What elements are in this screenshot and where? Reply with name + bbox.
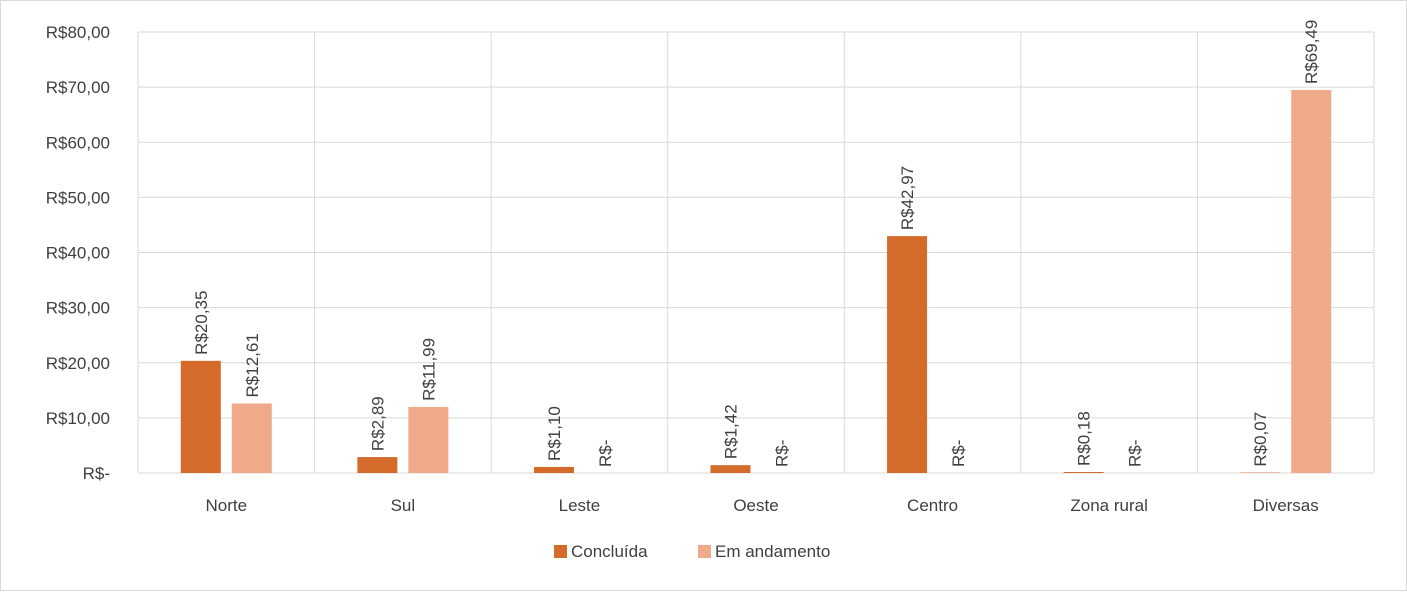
x-tick-label: Centro (907, 496, 958, 515)
legend: Concluída Em andamento (554, 542, 830, 561)
bar (408, 407, 448, 473)
data-label: R$0,07 (1251, 412, 1270, 467)
data-label: R$- (596, 440, 615, 467)
y-tick-label: R$- (83, 464, 110, 483)
legend-swatch (554, 545, 567, 558)
legend-label: Concluída (571, 542, 648, 561)
bar (232, 403, 272, 473)
y-tick-label: R$60,00 (46, 133, 110, 152)
x-tick-label: Leste (559, 496, 601, 515)
y-tick-label: R$20,00 (46, 354, 110, 373)
data-label: R$0,18 (1075, 411, 1094, 466)
data-label: R$1,42 (722, 404, 741, 459)
bar (711, 465, 751, 473)
legend-label: Em andamento (715, 542, 830, 561)
bar (181, 361, 221, 473)
legend-swatch (698, 545, 711, 558)
y-tick-label: R$70,00 (46, 78, 110, 97)
bar (357, 457, 397, 473)
bar (1064, 472, 1104, 473)
x-tick-label: Zona rural (1070, 496, 1147, 515)
bar (887, 236, 927, 473)
data-label: R$- (773, 440, 792, 467)
data-label: R$12,61 (243, 333, 262, 397)
bars (181, 90, 1331, 473)
bar (534, 467, 574, 473)
gridlines (138, 32, 1374, 473)
x-tick-label: Diversas (1253, 496, 1319, 515)
y-tick-label: R$30,00 (46, 299, 110, 318)
data-label: R$42,97 (898, 166, 917, 230)
x-axis-tick-labels: Norte Sul Leste Oeste Centro Zona rural Divers… (205, 496, 1318, 515)
y-tick-label: R$50,00 (46, 188, 110, 207)
data-label: R$1,10 (545, 406, 564, 461)
x-tick-label: Oeste (733, 496, 778, 515)
data-label: R$11,99 (419, 338, 438, 401)
x-tick-label: Norte (205, 496, 247, 515)
y-axis-tick-labels: R$- R$10,00 R$20,00 R$30,00 R$40,00 R$50,00 R$… (46, 23, 110, 483)
x-tick-label: Sul (391, 496, 416, 515)
data-label: R$2,89 (368, 396, 387, 451)
y-tick-label: R$80,00 (46, 23, 110, 42)
data-label: R$69,49 (1302, 20, 1321, 84)
data-label: R$- (949, 440, 968, 467)
y-tick-label: R$40,00 (46, 244, 110, 263)
y-tick-label: R$10,00 (46, 409, 110, 428)
bar (1291, 90, 1331, 473)
data-label: R$20,35 (192, 291, 211, 355)
data-label: R$- (1126, 440, 1145, 467)
